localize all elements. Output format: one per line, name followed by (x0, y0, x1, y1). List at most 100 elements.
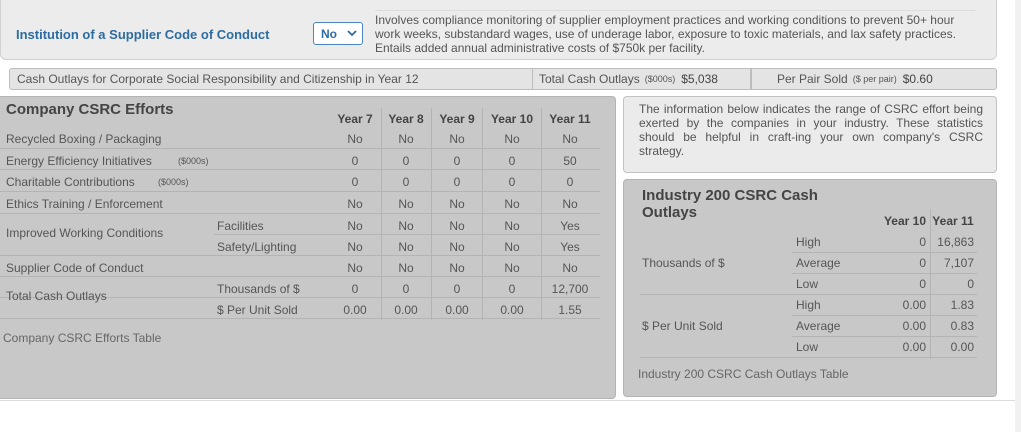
table-cell: No (398, 261, 414, 275)
industry-info-text: The information below indicates the rang… (639, 102, 983, 158)
table-cell: 12,700 (551, 282, 589, 296)
table-cell: No (504, 132, 520, 146)
year-header: Year 9 (439, 112, 475, 126)
column-separator (482, 108, 483, 320)
table-cell: 0.00 (950, 340, 974, 354)
company-csrc-panel (0, 96, 616, 399)
table-cell: 0.00 (902, 298, 926, 312)
year-header: Year 7 (337, 112, 373, 126)
table-cell: No (449, 261, 465, 275)
row-divider (0, 276, 600, 277)
total-cash-outlays-summary: Total Cash Outlays ($000s) $5,038 (533, 68, 751, 90)
year-header: Year 10 (883, 214, 927, 228)
row-sub-label: Facilities (217, 219, 264, 233)
table-cell: No (347, 132, 363, 146)
table-cell: No (347, 219, 363, 233)
row-label: Energy Efficiency Initiatives (6, 154, 152, 168)
per-pair-label: Per Pair Sold (777, 72, 848, 86)
table-cell: 0.00 (445, 303, 469, 317)
table-cell: Yes (560, 240, 580, 254)
table-cell: Yes (560, 219, 580, 233)
table-cell: 0 (967, 277, 974, 291)
table-cell: 0 (508, 175, 516, 189)
table-cell: 0.00 (902, 319, 926, 333)
row-divider (0, 318, 600, 319)
table-cell: 0 (919, 235, 926, 249)
industry-csrc-panel (623, 179, 997, 397)
row-divider (0, 213, 600, 214)
row-label: Supplier Code of Conduct (6, 261, 144, 275)
table-cell: No (449, 219, 465, 233)
stat-label: High (796, 235, 821, 249)
table-cell: No (347, 240, 363, 254)
stat-label: Average (796, 319, 841, 333)
group-label: $ Per Unit Sold (642, 319, 723, 333)
row-divider (0, 255, 600, 256)
column-separator (541, 108, 542, 320)
table-cell: 0 (351, 154, 359, 168)
row-divider (0, 191, 600, 192)
row-divider (792, 273, 977, 274)
supplier-code-select[interactable]: No (313, 22, 363, 45)
table-cell: 0.83 (950, 319, 974, 333)
table-cell: No (347, 197, 363, 211)
row-unit: ($000s) (178, 156, 209, 166)
scrollbar[interactable] (1015, 0, 1021, 432)
row-divider (640, 294, 977, 295)
table-cell: No (562, 197, 578, 211)
table-cell: No (504, 240, 520, 254)
industry-info-box (623, 96, 997, 173)
table-cell: No (449, 197, 465, 211)
csr-summary-text: Cash Outlays for Corporate Social Respon… (17, 72, 419, 86)
table-cell: 0 (508, 282, 516, 296)
table-cell: No (398, 132, 414, 146)
table-cell: 0 (351, 282, 359, 296)
row-divider (792, 315, 977, 316)
row-sub-label: Safety/Lighting (217, 240, 297, 254)
table-cell: No (504, 261, 520, 275)
table-cell: 0 (402, 175, 410, 189)
table-cell: 0 (453, 282, 461, 296)
company-csrc-caption: Company CSRC Efforts Table (3, 331, 162, 345)
table-cell: 50 (563, 154, 577, 168)
table-cell: 0.00 (500, 303, 524, 317)
stat-label: Average (796, 256, 841, 270)
table-cell: 0 (919, 256, 926, 270)
table-cell: No (562, 132, 578, 146)
table-cell: No (398, 219, 414, 233)
column-separator (431, 108, 432, 320)
row-divider (0, 148, 600, 149)
table-cell: 0 (508, 154, 516, 168)
table-cell: 0.00 (343, 303, 367, 317)
company-csrc-title: Company CSRC Efforts (6, 101, 174, 118)
divider (0, 400, 1021, 401)
row-sub-label: Thousands of $ (217, 282, 300, 296)
row-divider (640, 357, 977, 358)
table-cell: No (398, 197, 414, 211)
column-separator (930, 209, 931, 359)
table-cell: No (562, 261, 578, 275)
table-cell: 0 (919, 277, 926, 291)
table-cell: 0 (402, 154, 410, 168)
total-cash-outlays-value: $5,038 (681, 72, 718, 86)
csr-summary-label: Cash Outlays for Corporate Social Respon… (9, 68, 533, 90)
table-cell: No (398, 240, 414, 254)
row-label: Ethics Training / Enforcement (6, 197, 163, 211)
year-header: Year 11 (549, 112, 591, 126)
table-cell: No (504, 197, 520, 211)
stat-label: Low (796, 277, 819, 291)
table-cell: No (347, 261, 363, 275)
total-cash-outlays-unit: ($000s) (644, 74, 676, 84)
total-cash-outlays-label: Total Cash Outlays (539, 72, 640, 86)
table-cell: 0.00 (902, 340, 926, 354)
table-cell: 0 (453, 154, 461, 168)
table-cell: 0 (351, 175, 359, 189)
industry-csrc-caption: Industry 200 CSRC Cash Outlays Table (638, 367, 849, 381)
row-divider (0, 169, 600, 170)
row-divider (792, 336, 977, 337)
group-label: Thousands of $ (642, 256, 725, 270)
chevron-down-icon (347, 30, 357, 37)
supplier-code-description: Involves compliance monitoring of suppli… (375, 10, 975, 55)
row-label: Total Cash Outlays (6, 289, 107, 303)
year-header: Year 8 (388, 112, 424, 126)
